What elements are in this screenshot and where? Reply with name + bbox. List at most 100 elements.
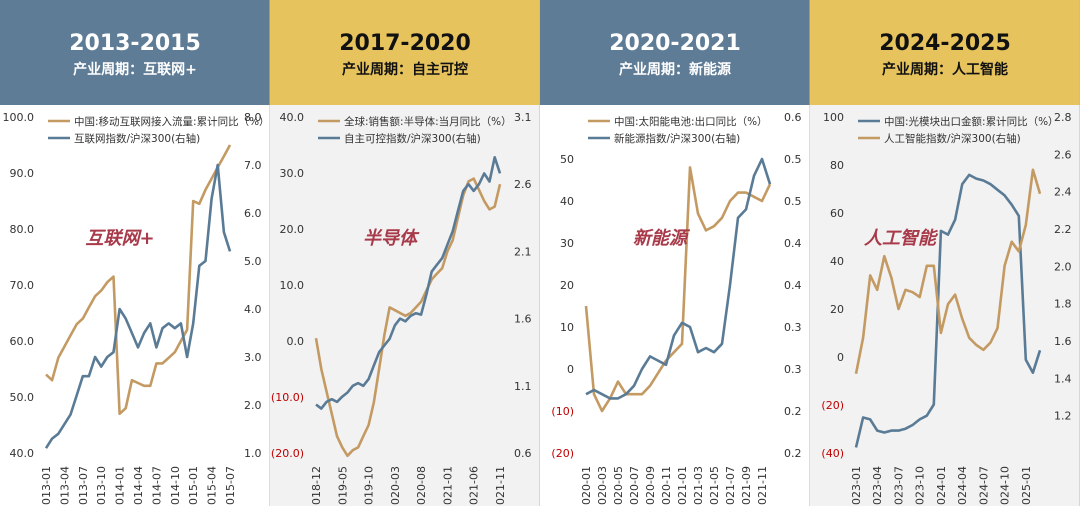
x-tick-label: 2020-09 — [644, 466, 657, 506]
x-tick-label: 2024-07 — [977, 466, 990, 506]
y2-tick-label: 0.5 — [784, 195, 802, 208]
header — [540, 0, 810, 105]
y2-tick-label: 2.4 — [1054, 186, 1072, 199]
y2-tick-label: 2.0 — [244, 399, 262, 412]
x-tick-label: 2020-05 — [612, 466, 625, 506]
y-tick-label: (20.0) — [271, 447, 304, 460]
x-tick-label: 2013-01 — [40, 466, 53, 506]
y-tick-label: 10.0 — [280, 279, 305, 292]
y2-tick-label: 0.5 — [784, 153, 802, 166]
panel-subtitle: 产业周期：互联网+ — [73, 61, 197, 78]
x-tick-label: 2014-01 — [114, 466, 127, 506]
x-tick-label: 2021-09 — [740, 466, 753, 506]
y2-tick-label: 0.2 — [784, 447, 802, 460]
y2-tick-label: 2.1 — [514, 245, 532, 258]
y2-tick-label: 2.6 — [1054, 148, 1072, 161]
panel-background — [540, 105, 810, 506]
x-tick-label: 2014-07 — [150, 466, 163, 506]
x-tick-label: 2013-10 — [95, 466, 108, 506]
y2-tick-label: 8.0 — [244, 111, 262, 124]
y-tick-label: 40.0 — [10, 447, 35, 460]
y-tick-label: 60.0 — [10, 335, 35, 348]
series-line — [44, 163, 232, 449]
legend-label: 中国:光模块出口金额:累计同比（%） — [884, 115, 1059, 128]
y2-tick-label: 1.6 — [1054, 335, 1072, 348]
y2-tick-label: 1.6 — [514, 313, 532, 326]
series-line — [45, 144, 232, 416]
x-tick-label: 2021-06 — [468, 466, 481, 506]
x-tick-label: 2023-10 — [914, 466, 927, 506]
y2-tick-label: 2.8 — [1054, 111, 1072, 124]
panel-subtitle: 产业周期：新能源 — [619, 61, 731, 78]
panel-background — [270, 105, 540, 506]
y2-tick-label: 1.4 — [1054, 372, 1072, 385]
y2-tick-label: 4.0 — [244, 303, 262, 316]
panel-subtitle: 产业周期：自主可控 — [342, 61, 468, 78]
annotation: 互联网+ — [85, 228, 154, 249]
y-tick-label: 40 — [560, 195, 574, 208]
x-tick-label: 2020-01 — [580, 466, 593, 506]
legend-label: 全球:销售额:半导体:当月同比（%） — [344, 115, 512, 128]
y-tick-label: 20 — [560, 279, 574, 292]
y2-tick-label: 6.0 — [244, 207, 262, 220]
y2-tick-label: 2.0 — [1054, 260, 1072, 273]
y-tick-label: 40.0 — [280, 111, 305, 124]
y-tick-label: 40 — [830, 255, 844, 268]
series-line — [854, 173, 1042, 448]
x-tick-label: 2021-05 — [708, 466, 721, 506]
y2-tick-label: 2.6 — [514, 178, 532, 191]
y-tick-label: 50.0 — [10, 391, 35, 404]
y-tick-label: 80.0 — [10, 223, 35, 236]
panel-title: 2024-2025 — [879, 31, 1011, 56]
x-tick-label: 2021-11 — [756, 466, 769, 506]
x-tick-label: 2015-04 — [206, 466, 219, 506]
y-tick-label: (40) — [821, 447, 844, 460]
x-tick-label: 2013-04 — [58, 466, 71, 506]
y2-tick-label: 0.2 — [784, 405, 802, 418]
x-tick-label: 2020-03 — [596, 466, 609, 506]
y2-tick-label: 3.0 — [244, 351, 262, 364]
y2-tick-label: 0.4 — [784, 279, 802, 292]
x-tick-label: 2020-11 — [660, 466, 673, 506]
x-tick-label: 2021-03 — [692, 466, 705, 506]
y-tick-label: 0 — [567, 363, 574, 376]
y-tick-label: 0 — [837, 351, 844, 364]
x-tick-label: 2018-12 — [310, 466, 323, 506]
y-tick-label: 60 — [830, 207, 844, 220]
annotation: 半导体 — [363, 228, 420, 249]
y2-tick-label: 0.4 — [784, 237, 802, 250]
y-tick-label: (10) — [551, 405, 574, 418]
panel-title: 2020-2021 — [609, 31, 741, 56]
series-line — [585, 157, 772, 400]
y-tick-label: 30 — [560, 237, 574, 250]
y-tick-label: 80 — [830, 159, 844, 172]
y2-tick-label: 0.3 — [784, 321, 802, 334]
y2-tick-label: 1.1 — [514, 380, 532, 393]
x-tick-label: 2020-03 — [389, 466, 402, 506]
x-tick-label: 2014-10 — [169, 466, 182, 506]
y-tick-label: 100 — [823, 111, 844, 124]
x-tick-label: 2015-01 — [187, 466, 200, 506]
annotation: 新能源 — [633, 228, 691, 249]
y2-tick-label: 1.2 — [1054, 410, 1072, 423]
x-tick-label: 2021-01 — [441, 466, 454, 506]
y-tick-label: 30.0 — [280, 167, 305, 180]
y-tick-label: 50 — [560, 153, 574, 166]
y-tick-label: (10.0) — [271, 391, 304, 404]
y2-tick-label: 0.3 — [784, 363, 802, 376]
x-tick-label: 2023-07 — [892, 466, 905, 506]
x-tick-label: 2013-07 — [77, 466, 90, 506]
panel-title: 2013-2015 — [69, 31, 201, 56]
x-tick-label: 2023-01 — [850, 466, 863, 506]
x-tick-label: 2019-05 — [336, 466, 349, 506]
header — [810, 0, 1080, 105]
y-tick-label: 20.0 — [280, 223, 305, 236]
header — [270, 0, 540, 105]
panel-title: 2017-2020 — [339, 31, 471, 56]
x-tick-label: 2024-01 — [935, 466, 948, 506]
y-tick-label: 0.0 — [287, 335, 305, 348]
y-tick-label: (20) — [821, 399, 844, 412]
panel-background — [810, 105, 1080, 506]
x-tick-label: 2014-04 — [132, 466, 145, 506]
y-tick-label: 70.0 — [10, 279, 35, 292]
